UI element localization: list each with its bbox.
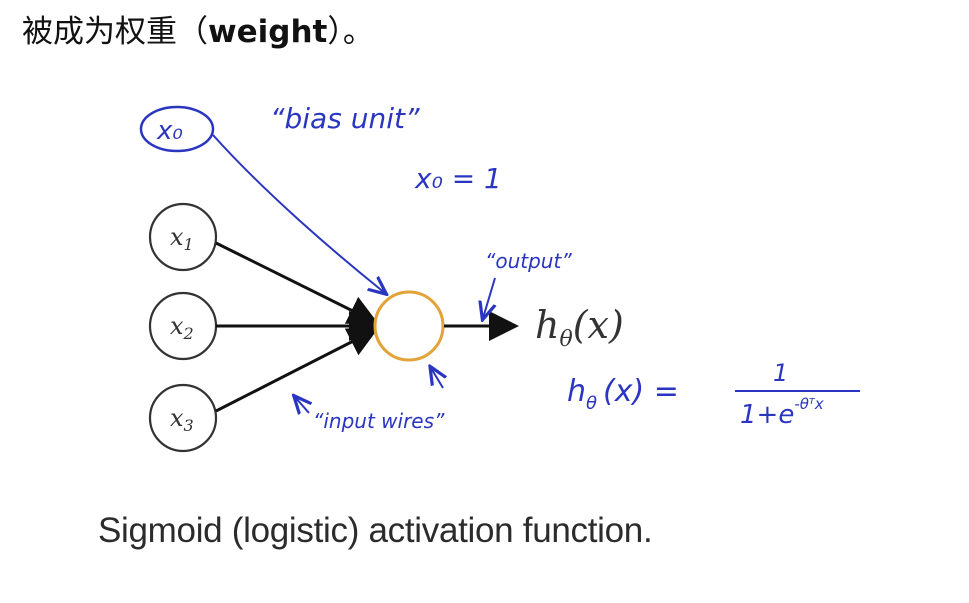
neuron-diagram: x₀ “bias unit” x₀ = 1 x1 x2 x3 hθ(x) “ou… — [139, 102, 860, 453]
formula-numerator: 1 — [773, 359, 788, 387]
input-label-3: x3 — [170, 404, 194, 435]
neuron-diagram-slide: x₀ “bias unit” x₀ = 1 x1 x2 x3 hθ(x) “ou… — [95, 83, 867, 563]
formula-lhs: hθ (x) = — [567, 374, 679, 414]
input-wire-3 — [215, 328, 379, 413]
bias-node — [139, 105, 215, 153]
formula-denominator: 1+e-θᵀx — [740, 395, 824, 430]
heading-text: 被成为权重（weight）。 — [22, 14, 374, 51]
neuron-node — [373, 290, 445, 362]
input-label-2: x2 — [170, 312, 194, 343]
input-wires-annotation: “input wires” — [313, 409, 445, 433]
input-node-3 — [148, 383, 218, 453]
output-pointer-arrow — [483, 277, 495, 318]
input-wire-1 — [215, 241, 379, 324]
heading-prefix: 被成为权重（ — [22, 14, 208, 50]
bias-node-label: x₀ — [156, 116, 183, 146]
bias-connection — [212, 134, 385, 293]
input-node-1 — [148, 202, 218, 272]
hypothesis-label: hθ(x) — [535, 303, 624, 352]
neuron-pointer-arrow — [431, 368, 443, 389]
bias-unit-label: “bias unit” — [270, 102, 420, 135]
input-wires-pointer-arrow — [295, 397, 309, 413]
output-annotation: “output” — [485, 249, 572, 273]
input-label-1: x1 — [170, 223, 194, 254]
heading-suffix: ）。 — [327, 14, 374, 50]
bias-value-label: x₀ = 1 — [414, 162, 502, 195]
heading-bold-term: weight — [208, 14, 328, 50]
slide-caption: Sigmoid (logistic) activation function. — [98, 511, 653, 550]
